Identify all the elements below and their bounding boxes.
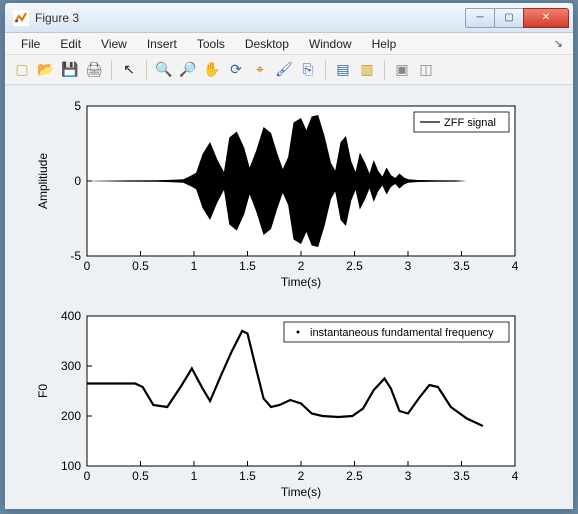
maximize-button[interactable]: ▢	[494, 8, 524, 28]
print-icon[interactable]: 🖨	[83, 59, 105, 81]
toolbar-separator	[384, 60, 385, 80]
figure-window: Figure 3 ─ ▢ ✕ File Edit View Insert Too…	[4, 2, 574, 510]
axes-f0-xtick: 2	[298, 469, 305, 483]
zoom-out-icon[interactable]: 🔎	[177, 59, 199, 81]
axes-f0-ytick: 400	[61, 309, 81, 323]
toolbar-separator	[146, 60, 147, 80]
axes-zff-xlabel: Time(s)	[281, 275, 321, 289]
minimize-button[interactable]: ─	[465, 8, 495, 28]
menubar: File Edit View Insert Tools Desktop Wind…	[5, 33, 573, 55]
toolbar: ▢📂💾🖨 ↖ 🔍🔎✋⟳⌖🖌⎘ ▤▥ ▣◫	[5, 55, 573, 85]
axes-zff-ytick: 0	[74, 174, 81, 188]
axes-f0-xtick: 2.5	[346, 469, 363, 483]
axes-f0-xtick: 4	[512, 469, 519, 483]
axes-zff-xtick: 1	[191, 259, 198, 273]
axes-zff-ylabel: Amplitiude	[36, 153, 50, 209]
toolbar-separator	[325, 60, 326, 80]
axes-zff-xtick: 2.5	[346, 259, 363, 273]
pan-icon[interactable]: ✋	[201, 59, 223, 81]
menu-window[interactable]: Window	[299, 35, 362, 53]
axes-f0-xtick: 3	[405, 469, 412, 483]
menu-insert[interactable]: Insert	[137, 35, 187, 53]
axes-f0-ytick: 300	[61, 359, 81, 373]
menu-desktop[interactable]: Desktop	[235, 35, 299, 53]
axes-zff-xtick: 0	[84, 259, 91, 273]
pointer-icon[interactable]: ↖	[118, 59, 140, 81]
menu-help[interactable]: Help	[362, 35, 407, 53]
matlab-icon	[13, 10, 29, 26]
axes-zff-ytick: 5	[74, 99, 81, 113]
toolbar-separator	[111, 60, 112, 80]
axes-f0-xtick: 0	[84, 469, 91, 483]
legend-label: ZFF signal	[444, 117, 496, 129]
menu-file[interactable]: File	[11, 35, 50, 53]
axes-f0-ytick: 100	[61, 459, 81, 473]
axes-f0-xtick: 1.5	[239, 469, 256, 483]
axes-zff-xtick: 3.5	[453, 259, 470, 273]
close-button[interactable]: ✕	[523, 8, 569, 28]
menu-view[interactable]: View	[91, 35, 137, 53]
figure-canvas: 00.511.522.533.54-505Time(s)AmplitiudeZF…	[5, 85, 573, 509]
menu-edit[interactable]: Edit	[50, 35, 91, 53]
axes-f0-xtick: 3.5	[453, 469, 470, 483]
axes-zff-xtick: 4	[512, 259, 519, 273]
hide-tools-icon[interactable]: ▣	[391, 59, 413, 81]
dock-icon[interactable]: ↘	[550, 37, 567, 50]
menu-tools[interactable]: Tools	[187, 35, 235, 53]
zoom-in-icon[interactable]: 🔍	[153, 59, 175, 81]
axes-f0-xlabel: Time(s)	[281, 485, 321, 499]
colorbar-icon[interactable]: ▤	[332, 59, 354, 81]
axes-f0: 0 0.5 1 1.5 2 2.5 3 3.5 4 100 200 300 400 Time(s) F0 in…	[27, 304, 531, 502]
axes-zff-xtick: 2	[298, 259, 305, 273]
axes-f0-ylabel: F0	[36, 384, 50, 398]
show-tools-icon[interactable]: ◫	[415, 59, 437, 81]
legend-label-f0: instantaneous fundamental frequency	[310, 327, 494, 339]
axes-f0-xtick: 1	[191, 469, 198, 483]
window-title: Figure 3	[35, 11, 466, 25]
open-icon[interactable]: 📂	[35, 59, 57, 81]
axes-zff-xtick: 3	[405, 259, 412, 273]
axes-zff: 00.511.522.533.54-505Time(s)AmplitiudeZF…	[27, 94, 531, 292]
data-cursor-icon[interactable]: ⌖	[249, 59, 271, 81]
link-icon[interactable]: ⎘	[297, 59, 319, 81]
axes-zff-xtick: 1.5	[239, 259, 256, 273]
brush-icon[interactable]: 🖌	[273, 59, 295, 81]
axes-f0-ytick: 200	[61, 409, 81, 423]
new-figure-icon[interactable]: ▢	[11, 59, 33, 81]
rotate-icon[interactable]: ⟳	[225, 59, 247, 81]
axes-zff-ytick: -5	[70, 249, 81, 263]
axes-f0-xtick: 0.5	[132, 469, 149, 483]
legend-icon[interactable]: ▥	[356, 59, 378, 81]
axes-zff-xtick: 0.5	[132, 259, 149, 273]
titlebar[interactable]: Figure 3 ─ ▢ ✕	[5, 3, 573, 33]
save-icon[interactable]: 💾	[59, 59, 81, 81]
